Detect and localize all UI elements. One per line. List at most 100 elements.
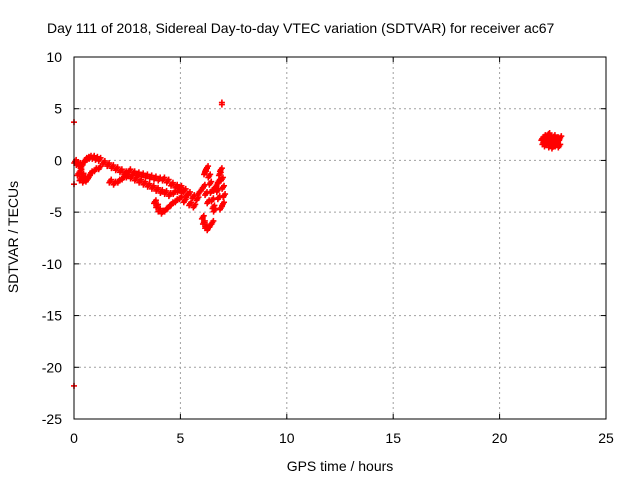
data-point (201, 171, 208, 178)
data-point (81, 176, 88, 183)
data-point (215, 172, 222, 179)
data-point (159, 177, 166, 184)
data-point (218, 177, 225, 184)
data-point (110, 162, 117, 169)
data-point (91, 168, 98, 175)
data-point (204, 200, 211, 207)
data-point (207, 171, 214, 178)
data-point (158, 210, 165, 217)
data-point (140, 170, 147, 177)
data-point (152, 173, 159, 180)
data-point (104, 163, 111, 170)
data-point (189, 195, 196, 202)
data-point (213, 188, 220, 195)
data-point (161, 208, 168, 215)
data-point (216, 206, 223, 213)
data-point (546, 130, 553, 137)
data-point (165, 176, 172, 183)
data-point (184, 191, 191, 198)
data-point (131, 168, 138, 175)
data-point (110, 181, 117, 188)
data-point (79, 179, 86, 186)
data-point (558, 133, 565, 140)
data-point (140, 181, 147, 188)
data-point (108, 165, 115, 172)
x-tick-label: 20 (492, 430, 508, 446)
data-point (161, 191, 168, 198)
data-point (190, 204, 197, 211)
data-point (201, 217, 208, 224)
data-point (550, 142, 557, 149)
data-point (176, 185, 183, 192)
y-tick-label: -25 (42, 411, 62, 427)
data-point (174, 188, 181, 195)
data-point-outlier (218, 99, 225, 106)
chart-title: Day 111 of 2018, Sidereal Day-to-day VTE… (47, 20, 555, 36)
data-point (210, 208, 217, 215)
x-tick-label: 25 (598, 430, 614, 446)
data-point (201, 181, 208, 188)
y-tick-label: -20 (42, 359, 62, 375)
data-point (123, 174, 130, 181)
data-point (101, 157, 108, 164)
y-tick-label: -15 (42, 308, 62, 324)
data-point (157, 190, 164, 197)
data-point (205, 163, 212, 170)
x-tick-label: 5 (177, 430, 185, 446)
data-point (182, 196, 189, 203)
data-point (125, 171, 132, 178)
x-axis-label: GPS time / hours (287, 458, 394, 474)
data-point (556, 136, 563, 143)
data-point (214, 179, 221, 186)
data-point (208, 178, 215, 185)
data-point (194, 192, 201, 199)
data-point (116, 169, 123, 176)
plot-frame (73, 56, 607, 420)
grid-lines (74, 57, 606, 419)
data-point (127, 175, 134, 182)
data-point (97, 163, 104, 170)
data-point (95, 166, 102, 173)
data-point (206, 197, 213, 204)
data-series-sdtvar (71, 99, 565, 389)
data-point (108, 176, 115, 183)
data-point (135, 169, 142, 176)
data-point (544, 133, 551, 140)
data-point (146, 175, 153, 182)
data-point (168, 182, 175, 189)
data-point (208, 221, 215, 228)
x-tick-label: 0 (70, 430, 78, 446)
data-point (188, 199, 195, 206)
data-point (142, 178, 149, 185)
data-point (214, 196, 221, 203)
data-point (221, 199, 228, 206)
data-point (202, 192, 209, 199)
data-point (153, 187, 160, 194)
data-point (164, 205, 171, 212)
data-point (216, 193, 223, 200)
data-point (178, 182, 185, 189)
data-point (204, 227, 211, 234)
y-axis-label: SDTVAR / TECUs (5, 181, 21, 293)
data-point (129, 172, 136, 179)
data-point (165, 193, 172, 200)
data-point (197, 187, 204, 194)
x-tick-label: 15 (385, 430, 401, 446)
data-point (79, 161, 86, 168)
data-point (78, 174, 85, 181)
data-point (203, 166, 210, 173)
data-point (222, 191, 229, 198)
y-tick-label: -5 (50, 204, 63, 220)
data-point (215, 185, 222, 192)
data-point (87, 171, 94, 178)
data-point (218, 203, 225, 210)
data-point (95, 157, 102, 164)
axis-ticks: 0 5 10 15 20 25 10 5 0 -5 -10 -15 -20 -25 (42, 49, 614, 446)
data-point (205, 174, 212, 181)
data-point (212, 205, 219, 212)
data-point (112, 167, 119, 174)
data-point (151, 176, 158, 183)
data-point (152, 197, 159, 204)
data-point (85, 175, 92, 182)
